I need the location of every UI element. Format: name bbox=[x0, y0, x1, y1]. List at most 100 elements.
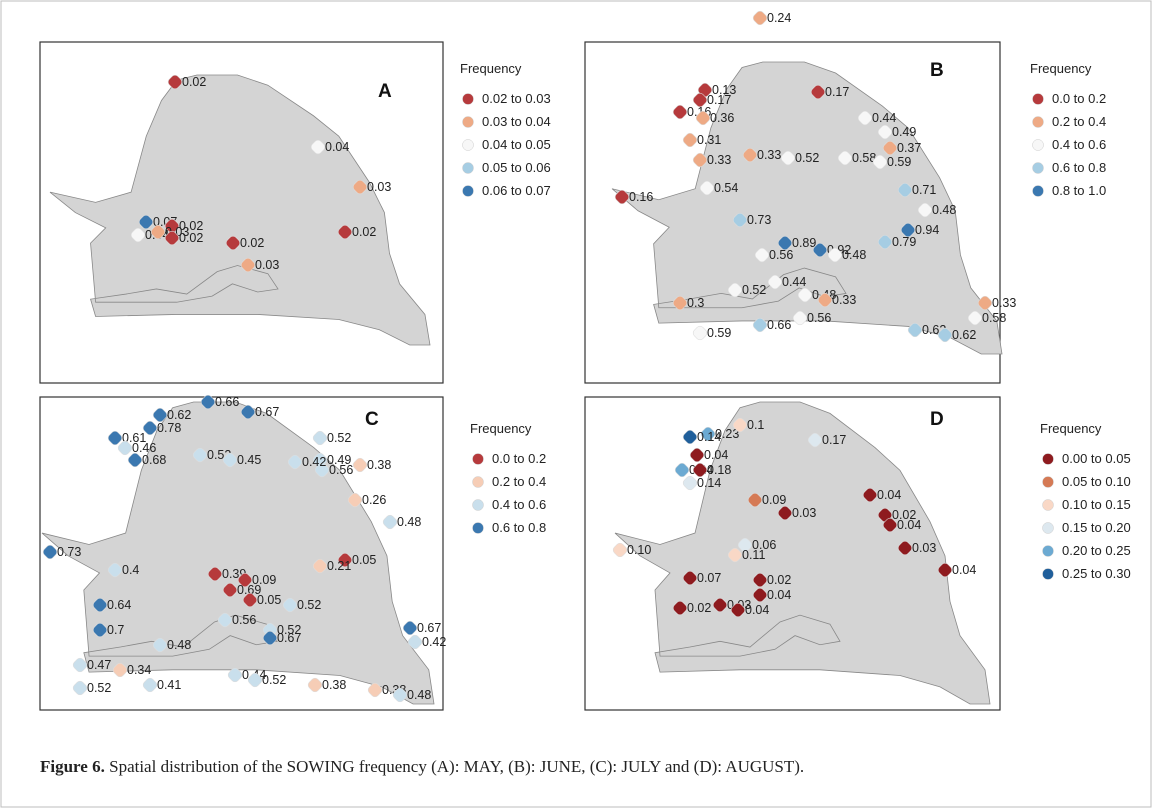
legend-title: Frequency bbox=[1040, 421, 1102, 436]
panel-letter: A bbox=[378, 81, 392, 102]
legend-title: Frequency bbox=[460, 61, 522, 76]
site-label: 0.11 bbox=[742, 548, 765, 562]
site-marker bbox=[614, 189, 630, 205]
site-marker bbox=[247, 672, 263, 688]
site-label: 0.45 bbox=[237, 453, 261, 467]
legend-label: 0.05 to 0.10 bbox=[1062, 474, 1131, 489]
site-marker bbox=[392, 687, 408, 703]
site-marker bbox=[164, 218, 180, 234]
site-marker bbox=[837, 150, 853, 166]
site-label: 0.4 bbox=[122, 563, 139, 577]
site-label: 0.49 bbox=[327, 453, 351, 467]
site-label: 0.67 bbox=[255, 405, 279, 419]
site-marker bbox=[692, 152, 708, 168]
site-marker bbox=[807, 432, 823, 448]
site-label: 0.52 bbox=[742, 283, 766, 297]
site-label: 0.54 bbox=[714, 181, 738, 195]
site-marker bbox=[695, 110, 711, 126]
site-marker bbox=[827, 247, 843, 263]
site-label: 0.23 bbox=[715, 427, 739, 441]
legend-swatch bbox=[462, 93, 474, 105]
legend-swatch bbox=[1042, 476, 1054, 488]
site-marker bbox=[907, 322, 923, 338]
site-label: 0.34 bbox=[127, 663, 151, 677]
site-marker bbox=[207, 566, 223, 582]
site-label: 0.03 bbox=[792, 506, 816, 520]
site-marker bbox=[877, 234, 893, 250]
site-label: 0.46 bbox=[132, 441, 156, 455]
site-marker bbox=[674, 462, 690, 478]
legend-swatch bbox=[1032, 116, 1044, 128]
site-marker bbox=[312, 430, 328, 446]
site-label: 0.03 bbox=[255, 258, 279, 272]
site-label: 0.02 bbox=[892, 508, 916, 522]
panel-letter: D bbox=[930, 409, 944, 430]
legend-label: 0.2 to 0.4 bbox=[492, 474, 546, 489]
site-marker bbox=[237, 572, 253, 588]
site-label: 0.61 bbox=[122, 431, 146, 445]
site-marker bbox=[672, 295, 688, 311]
legend-label: 0.10 to 0.15 bbox=[1062, 497, 1131, 512]
site-marker bbox=[152, 407, 168, 423]
site-marker bbox=[810, 84, 826, 100]
site-label: 0.36 bbox=[710, 111, 734, 125]
site-label: 0.59 bbox=[887, 155, 911, 169]
site-marker bbox=[682, 429, 698, 445]
site-label: 0.03 bbox=[912, 541, 936, 555]
map-panel: D0.230.10.170.140.040.240.180.140.090.03… bbox=[584, 396, 1131, 711]
site-marker bbox=[877, 124, 893, 140]
legend-label: 0.6 to 0.8 bbox=[492, 520, 546, 535]
site-marker bbox=[742, 147, 758, 163]
site-marker bbox=[872, 154, 888, 170]
site-label: 0.58 bbox=[982, 311, 1006, 325]
site-label: 0.06 bbox=[752, 538, 776, 552]
site-marker bbox=[682, 132, 698, 148]
site-marker bbox=[672, 600, 688, 616]
site-marker bbox=[117, 440, 133, 456]
site-marker bbox=[937, 327, 953, 343]
site-label: 0.07 bbox=[697, 571, 721, 585]
site-marker bbox=[112, 662, 128, 678]
site-marker bbox=[730, 602, 746, 618]
site-marker bbox=[107, 562, 123, 578]
panel-letter: C bbox=[365, 409, 379, 430]
site-marker bbox=[127, 452, 143, 468]
site-marker bbox=[692, 92, 708, 108]
site-label: 0.17 bbox=[822, 433, 846, 447]
site-marker bbox=[882, 517, 898, 533]
site-marker bbox=[167, 74, 183, 90]
site-label: 0.52 bbox=[277, 623, 301, 637]
legend-label: 0.15 to 0.20 bbox=[1062, 520, 1131, 535]
site-label: 0.48 bbox=[932, 203, 956, 217]
legend-swatch bbox=[462, 116, 474, 128]
site-marker bbox=[862, 487, 878, 503]
site-label: 0.73 bbox=[747, 213, 771, 227]
site-marker bbox=[682, 475, 698, 491]
site-marker bbox=[692, 462, 708, 478]
site-label: 0.13 bbox=[712, 83, 736, 97]
site-label: 0.04 bbox=[767, 588, 791, 602]
site-marker bbox=[352, 457, 368, 473]
site-label: 0.10 bbox=[627, 543, 651, 557]
legend-label: 0.20 to 0.25 bbox=[1062, 543, 1131, 558]
legend-label: 0.25 to 0.30 bbox=[1062, 566, 1131, 581]
site-marker bbox=[752, 317, 768, 333]
site-label: 0.04 bbox=[704, 448, 728, 462]
site-label: 0.56 bbox=[769, 248, 793, 262]
site-marker bbox=[777, 235, 793, 251]
site-marker bbox=[817, 292, 833, 308]
legend-swatch bbox=[1032, 139, 1044, 151]
legend-label: 0.05 to 0.06 bbox=[482, 160, 551, 175]
site-label: 0.44 bbox=[782, 275, 806, 289]
site-label: 0.48 bbox=[842, 248, 866, 262]
country-shape bbox=[612, 62, 1002, 354]
site-label: 0.18 bbox=[707, 463, 731, 477]
legend-label: 0.8 to 1.0 bbox=[1052, 183, 1106, 198]
site-marker bbox=[222, 452, 238, 468]
site-marker bbox=[352, 179, 368, 195]
site-marker bbox=[897, 182, 913, 198]
site-label: 0.16 bbox=[629, 190, 653, 204]
site-label: 0.33 bbox=[757, 148, 781, 162]
site-marker bbox=[150, 224, 166, 240]
site-label: 0.04 bbox=[325, 140, 349, 154]
